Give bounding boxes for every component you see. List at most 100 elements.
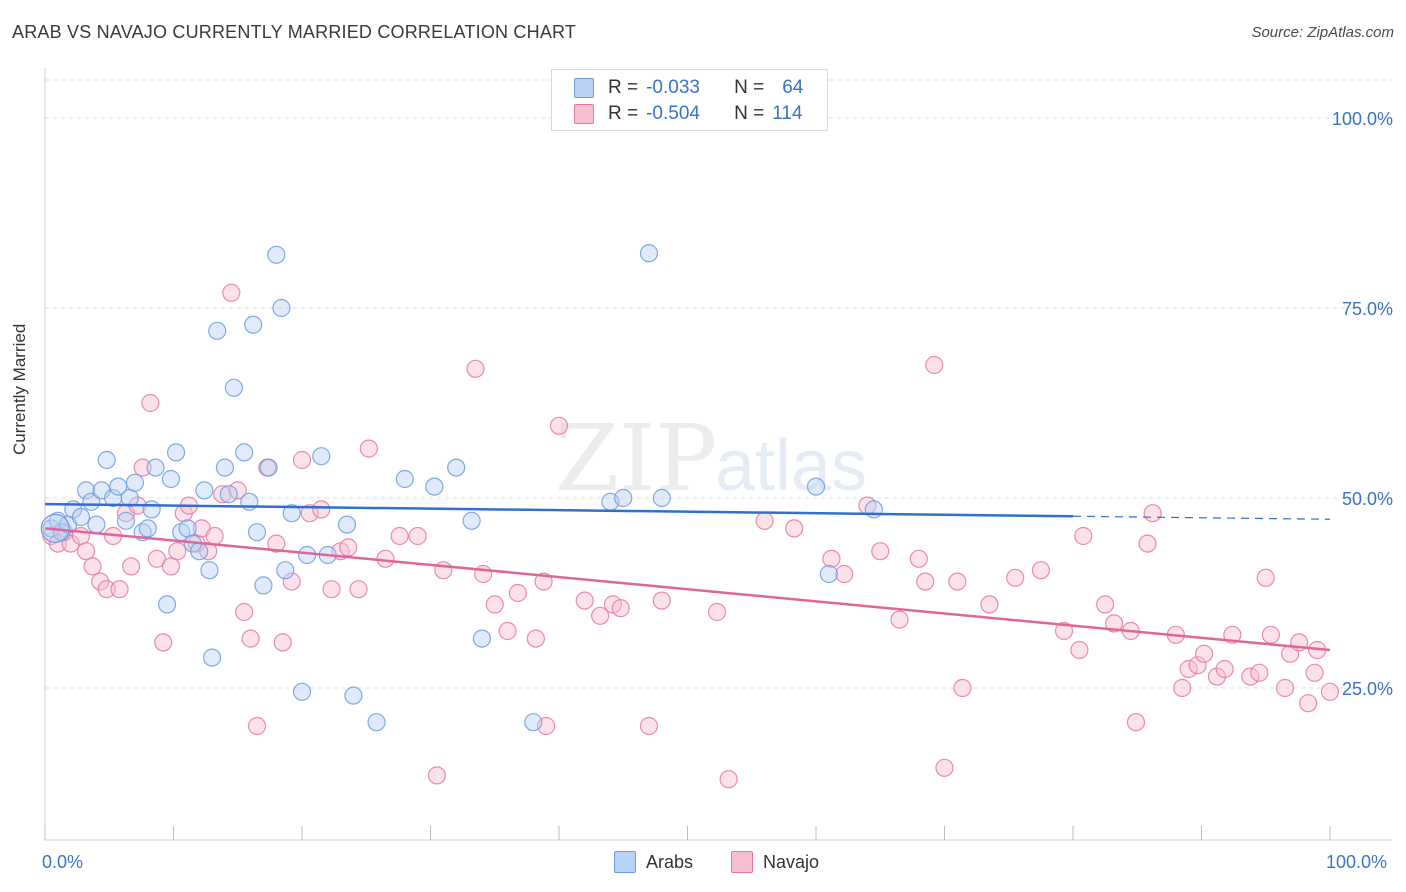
navajo-legend-swatch <box>731 851 753 873</box>
arabs-swatch <box>574 78 594 98</box>
arab-point <box>447 458 466 477</box>
navajo-point <box>485 595 504 614</box>
legend-row-navajo: R = -0.504 N = 114 <box>574 103 803 125</box>
navajo-point <box>890 610 909 629</box>
navajo-point <box>141 393 160 413</box>
navajo-point <box>1207 667 1227 686</box>
arab-point <box>806 477 826 496</box>
arab-point <box>97 450 116 470</box>
arab-point <box>819 564 838 584</box>
trend-lines <box>44 502 1331 652</box>
navajo-point <box>97 580 116 599</box>
r-value: -0.504 <box>646 103 700 124</box>
arabs-legend-label: Arabs <box>646 851 694 872</box>
navajo-point <box>1261 625 1280 644</box>
navajo-point <box>835 564 854 584</box>
n-label: N = <box>734 103 765 124</box>
navajo-point <box>935 758 954 777</box>
arab-point <box>276 561 295 580</box>
arab-point <box>215 458 234 477</box>
navajo-point <box>953 678 972 698</box>
arab-point <box>208 321 227 340</box>
navajo-point <box>916 572 935 591</box>
arab-point <box>652 488 671 508</box>
correlation-legend: R = -0.033 N = 64 R = -0.504 N = 114 <box>551 69 828 131</box>
navajo-point <box>267 534 286 553</box>
navajo-point <box>980 595 999 614</box>
r-label: R = <box>608 77 639 98</box>
navajo-point <box>339 538 358 557</box>
navajo-point <box>213 485 232 504</box>
navajo-point <box>1256 568 1275 587</box>
navajo-point <box>1241 667 1260 686</box>
watermark: ZIP atlas <box>555 405 867 512</box>
arab-point <box>292 682 312 701</box>
navajo-swatch <box>574 104 594 124</box>
navajo-point <box>121 557 141 576</box>
navajo-point <box>1074 526 1093 546</box>
y-tick-label: 75.0% <box>1342 299 1393 319</box>
arab-point <box>116 511 136 530</box>
arab-point <box>195 481 214 500</box>
navajo-point <box>909 549 928 568</box>
arab-point <box>244 315 263 334</box>
navajo-point <box>1215 659 1234 679</box>
navajo-point <box>1194 644 1214 663</box>
arab-point <box>77 481 96 500</box>
navajo-point <box>359 439 378 458</box>
arab-point <box>200 561 219 580</box>
arab-point <box>425 477 444 496</box>
navajo-point <box>247 716 267 736</box>
navajo-point <box>1143 504 1162 523</box>
axes <box>44 68 1392 841</box>
navajo-point <box>591 606 610 625</box>
arab-point <box>166 443 186 462</box>
navajo-point <box>1179 659 1198 679</box>
legend-navajo[interactable]: Navajo <box>731 851 819 873</box>
navajo-point <box>1320 682 1340 701</box>
navajo-point <box>611 599 630 618</box>
watermark-zip: ZIP <box>555 405 717 512</box>
navajo-point <box>110 580 129 599</box>
arab-point <box>254 576 273 595</box>
navajo-trend-line <box>44 527 1331 652</box>
arab-point <box>142 500 161 519</box>
arab-point <box>138 519 157 538</box>
navajo-point <box>948 572 967 591</box>
navajo-point <box>228 481 247 500</box>
arab-point <box>71 507 91 527</box>
navajo-point <box>77 542 96 561</box>
watermark-atlas: atlas <box>715 426 867 506</box>
navajo-point <box>925 355 944 375</box>
arab-point <box>161 469 181 489</box>
navajo-legend-label: Navajo <box>763 851 820 872</box>
navajo-point <box>349 580 368 599</box>
navajo-point <box>1305 663 1324 682</box>
navajo-point <box>526 629 545 648</box>
navajo-point <box>48 534 67 553</box>
navajo-point <box>312 500 331 519</box>
x-tick-label-min: 0.0% <box>42 852 84 872</box>
navajo-point <box>466 359 485 378</box>
arab-point <box>864 500 883 519</box>
navajo-point <box>427 766 447 785</box>
arabs-trend-extension <box>1072 515 1331 520</box>
navajo-point <box>376 549 395 568</box>
r-label: R = <box>608 103 639 124</box>
navajo-point <box>1096 595 1115 614</box>
arab-point <box>125 473 145 492</box>
y-tick-label: 25.0% <box>1342 679 1393 699</box>
legend-arabs[interactable]: Arabs <box>614 851 693 873</box>
arabs-legend-swatch <box>614 851 636 873</box>
x-tick-label-max: 100.0% <box>1326 852 1388 872</box>
navajo-point <box>154 633 173 652</box>
navajo-point <box>707 602 727 622</box>
navajo-point <box>161 557 181 576</box>
navajo-point <box>292 450 312 470</box>
arab-point <box>87 515 106 534</box>
navajo-point <box>719 770 738 789</box>
navajo-point <box>1031 561 1050 580</box>
y-tick-label: 100.0% <box>1332 109 1393 129</box>
navajo-point <box>652 591 671 610</box>
